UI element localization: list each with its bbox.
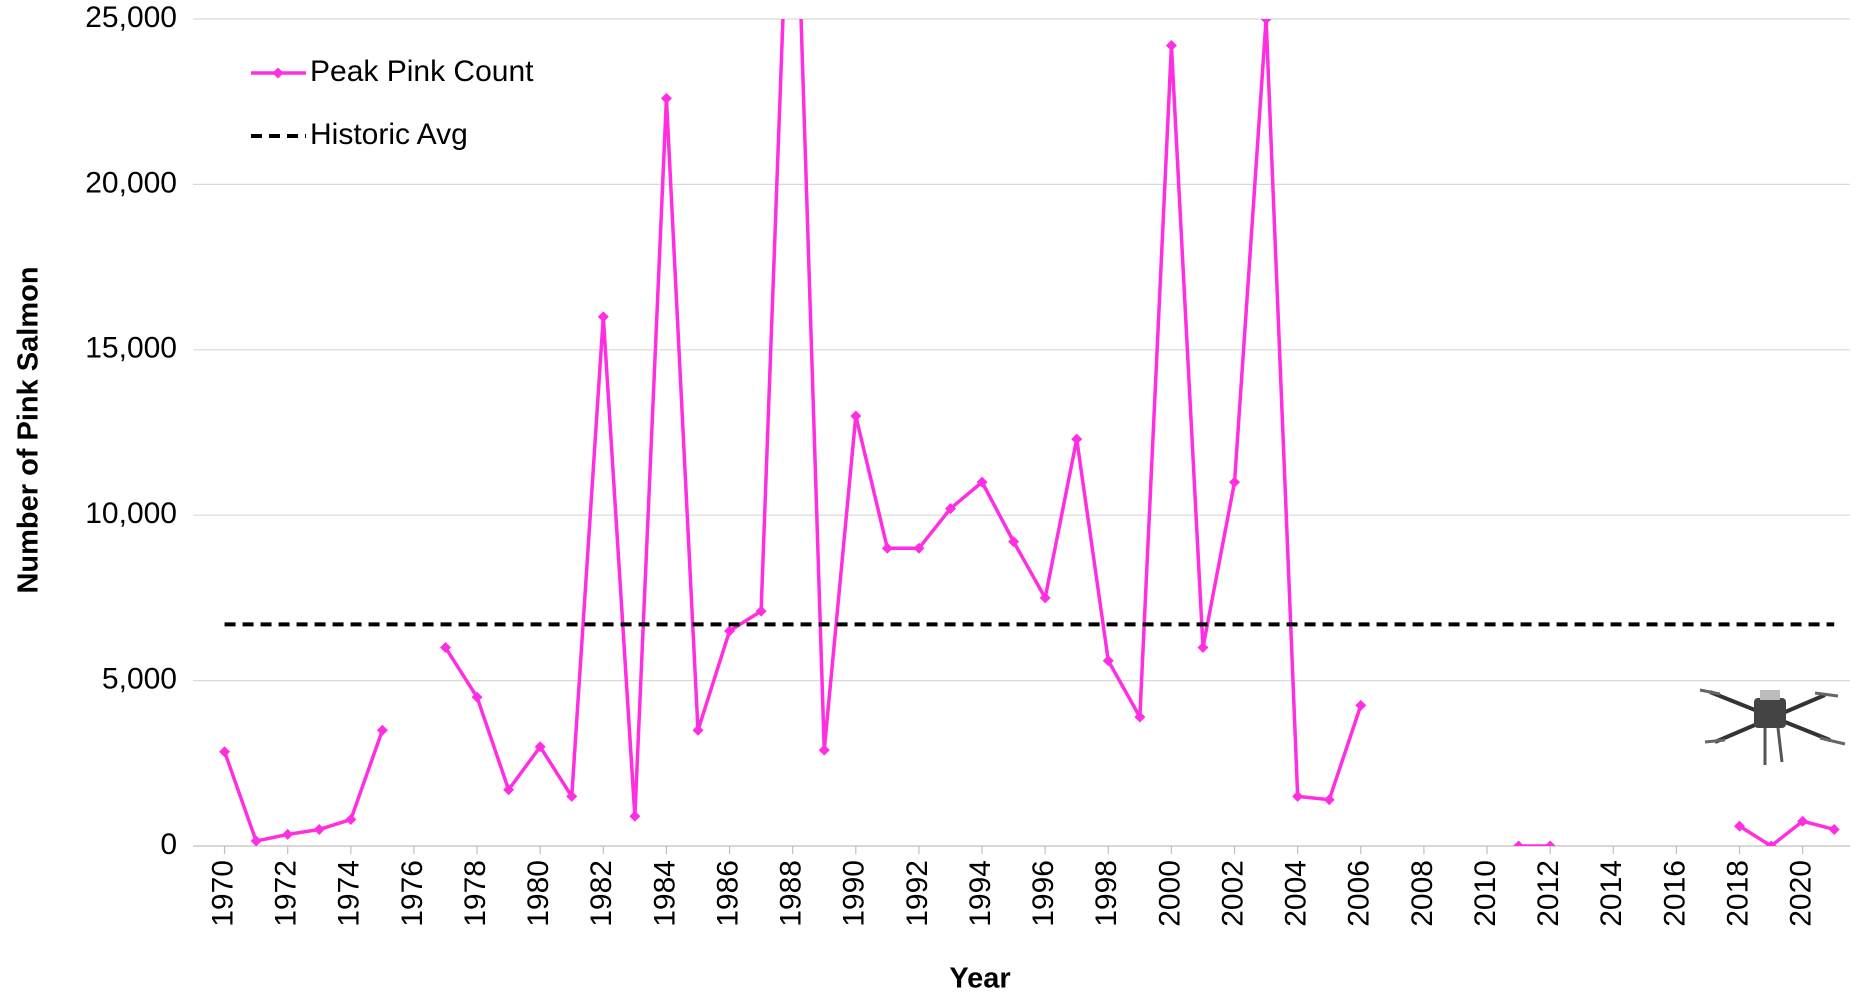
x-tick-label: 1998 [1090,860,1123,927]
x-tick-label: 1990 [838,860,871,927]
data-point [219,746,231,758]
data-point [250,835,262,846]
data-point [1513,840,1525,846]
x-tick-label: 2000 [1153,860,1186,927]
data-point [1734,820,1746,832]
y-tick-label: 0 [160,828,177,861]
data-point [1165,39,1177,51]
data-point [1039,592,1051,604]
x-axis-title: Year [949,963,1010,995]
plot-area [219,19,1840,846]
x-tick-label: 1996 [1027,860,1060,927]
x-tick-label: 2014 [1595,860,1628,927]
y-tick-label: 25,000 [85,1,177,34]
x-tick-label: 1974 [333,860,366,927]
data-point [1828,823,1840,835]
x-tick-label: 1988 [775,860,808,927]
data-point [597,311,609,323]
data-point [1197,642,1209,654]
y-tick-label: 15,000 [85,332,177,365]
data-point [313,823,325,835]
x-tick-label: 1978 [459,860,492,927]
data-point [881,542,893,554]
data-point [345,814,357,826]
data-point [1765,840,1777,846]
x-tick-label: 2002 [1216,860,1249,927]
x-tick-label: 1982 [585,860,618,927]
legend-label: Peak Pink Count [310,55,534,88]
data-point [1544,840,1556,846]
x-tick-label: 1992 [901,860,934,927]
data-point [1134,711,1146,723]
x-tick-label: 1986 [711,860,744,927]
data-point [376,724,388,736]
x-tick-label: 2008 [1406,860,1439,927]
data-point [629,810,641,822]
data-point [1355,699,1367,711]
x-tick-label: 2016 [1658,860,1691,927]
legend-label: Historic Avg [310,118,468,151]
data-point [1797,815,1809,827]
x-tick-label: 2004 [1280,860,1313,927]
data-point [724,625,736,637]
data-point [1008,536,1020,548]
y-tick-label: 20,000 [85,166,177,199]
data-point [913,542,925,554]
legend-marker [272,67,284,79]
x-tick-label: 1970 [206,860,239,927]
data-point [1323,794,1335,806]
y-tick-label: 10,000 [85,497,177,530]
data-point [755,605,767,617]
x-tick-label: 2010 [1469,860,1502,927]
data-line [222,19,1835,846]
data-point [944,503,956,515]
data-point [471,691,483,703]
x-tick-label: 1976 [396,860,429,927]
data-point [660,92,672,104]
data-point [439,642,451,654]
data-point [850,410,862,422]
data-point [1260,19,1272,25]
data-point [1071,433,1083,445]
data-point [1102,655,1114,667]
x-tick-label: 2012 [1532,860,1565,927]
y-tick-label: 5,000 [102,663,177,696]
data-point [534,741,546,753]
data-point [818,744,830,756]
drone-icon [1699,688,1846,765]
data-point [692,724,704,736]
x-tick-label: 2006 [1343,860,1376,927]
data-point [1229,476,1241,488]
x-tick-label: 2020 [1785,860,1818,927]
x-tick-label: 1972 [270,860,303,927]
x-tick-label: 1984 [648,860,681,927]
data-point [1292,790,1304,802]
data-point [282,828,294,840]
data-point [566,790,578,802]
data-point [503,784,515,796]
data-point [976,476,988,488]
x-tick-label: 2018 [1721,860,1754,927]
x-tick-label: 1994 [964,860,997,927]
x-tick-label: 1980 [522,860,555,927]
y-axis-title: Number of Pink Salmon [13,266,45,593]
